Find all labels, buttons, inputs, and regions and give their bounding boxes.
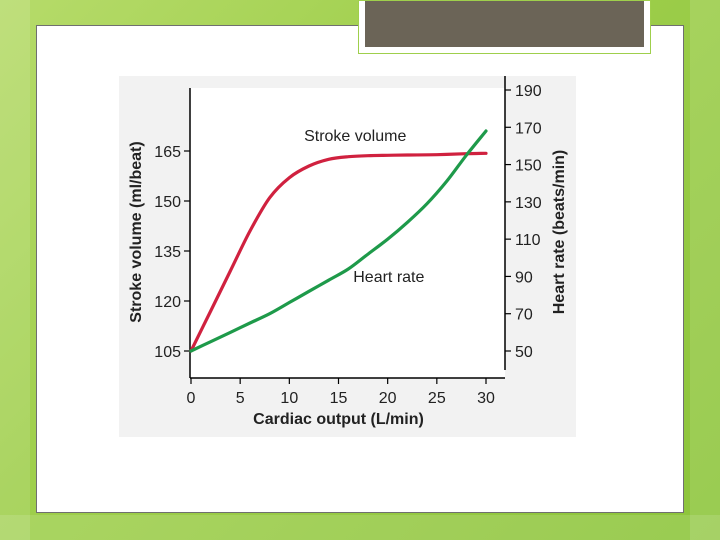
y-left-tick-label: 105: [154, 344, 181, 361]
y-right-tick-label: 190: [515, 83, 542, 100]
slide-title-box: [358, 0, 651, 54]
y-left-tick-label: 150: [154, 194, 181, 211]
y-left-tick-label: 135: [154, 244, 181, 261]
x-tick-label: 20: [379, 390, 397, 407]
x-tick-label: 30: [477, 390, 495, 407]
x-tick-label: 0: [187, 390, 196, 407]
plot-area: [190, 88, 505, 378]
x-tick-label: 10: [280, 390, 298, 407]
y-left-tick-label: 120: [154, 294, 181, 311]
y-right-tick-label: 50: [515, 344, 533, 361]
x-axis-title: Cardiac output (L/min): [253, 411, 424, 428]
y-right-tick-label: 150: [515, 158, 542, 175]
y-right-tick-label: 170: [515, 120, 542, 137]
background-stripe: [0, 0, 30, 540]
x-tick-label: 25: [428, 390, 446, 407]
y-left-tick-label: 165: [154, 144, 181, 161]
background-stripe: [0, 515, 720, 540]
x-tick-label: 5: [236, 390, 245, 407]
y-right-tick-label: 90: [515, 269, 533, 286]
y-right-tick-label: 130: [515, 195, 542, 212]
heart-rate-annotation: Heart rate: [353, 269, 424, 286]
stroke-volume-line: [189, 151, 488, 353]
y-right-axis-title: Heart rate (beats/min): [551, 150, 568, 315]
background-stripe: [690, 0, 720, 540]
slide-title-placeholder: [365, 1, 644, 47]
heart-rate-line: [189, 129, 488, 353]
y-right-tick-label: 110: [515, 232, 541, 249]
x-tick-label: 15: [330, 390, 348, 407]
y-right-tick-label: 70: [515, 307, 533, 324]
stroke-volume-annotation: Stroke volume: [304, 128, 406, 145]
y-left-axis-title: Stroke volume (ml/beat): [128, 141, 145, 322]
